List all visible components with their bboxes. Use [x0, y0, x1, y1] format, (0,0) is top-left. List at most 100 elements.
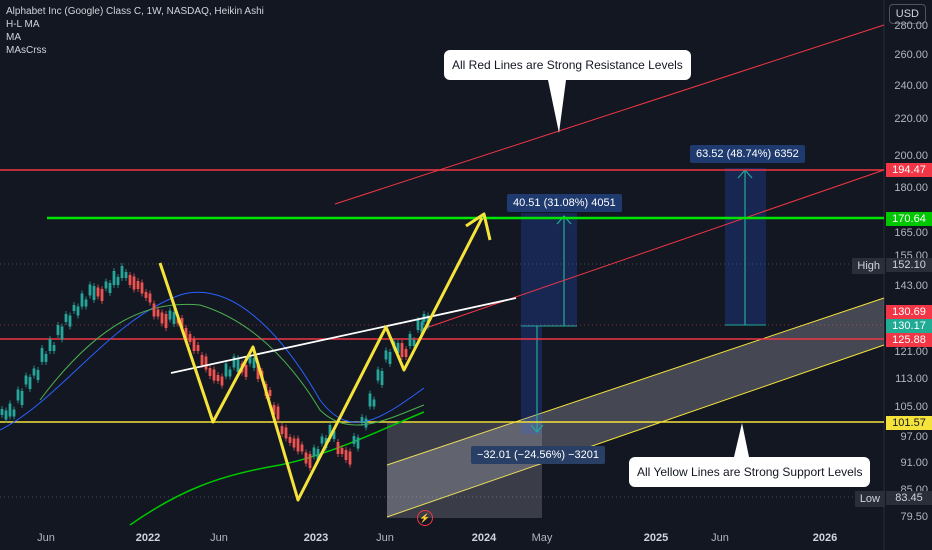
price-tick: 105.00: [894, 401, 928, 413]
candle-body: [140, 282, 144, 294]
currency-button[interactable]: USD: [888, 4, 926, 24]
price-tick: 200.00: [894, 150, 928, 162]
candle-body: [72, 305, 76, 311]
candle-body: [252, 358, 256, 368]
candle-body: [132, 276, 136, 290]
candle-body: [160, 312, 164, 324]
candle-body: [348, 451, 352, 465]
candle-body: [96, 287, 100, 297]
candle-body: [204, 356, 208, 370]
candle-body: [232, 356, 236, 368]
price-tick: 79.50: [900, 511, 928, 523]
time-tick: May: [531, 532, 553, 544]
candle-body: [384, 350, 388, 360]
candle-body: [4, 410, 8, 420]
price-tick: 113.00: [895, 373, 928, 385]
time-tick: Jun: [711, 532, 729, 544]
price-tag-current: 130.69: [886, 305, 932, 319]
symbol-title[interactable]: Alphabet Inc (Google) Class C, 1W, NASDA…: [6, 6, 264, 17]
candle-body: [64, 314, 68, 322]
candle-body: [304, 452, 308, 464]
candle-body: [32, 368, 36, 376]
price-tick: 180.00: [894, 182, 928, 194]
alert-icon: ⚡: [417, 510, 433, 526]
candle-body: [284, 427, 288, 439]
price-tick: 260.00: [894, 49, 928, 61]
price-tick: 97.00: [900, 431, 928, 443]
candle-body: [100, 289, 104, 301]
price-tag-194: 194.47: [886, 163, 932, 177]
candle-body: [84, 299, 88, 307]
candle-body: [152, 303, 156, 317]
candle-body: [52, 345, 56, 351]
candle-body: [364, 418, 368, 428]
price-tick: 220.00: [894, 113, 928, 125]
candle-body: [60, 326, 64, 340]
price-tag-125: 125.88: [886, 333, 932, 347]
candle-body: [184, 328, 188, 342]
support-channel-upper: [386, 297, 885, 466]
time-tick: 2022: [135, 532, 161, 544]
low-value: 83.45: [886, 491, 932, 505]
candle-body: [212, 369, 216, 381]
candle-body: [164, 314, 168, 328]
high-label: High: [852, 258, 885, 274]
candle-body: [224, 363, 228, 377]
candle-body: [256, 365, 260, 379]
candle-body: [288, 437, 292, 443]
candle-body: [400, 343, 404, 357]
candle-body: [208, 368, 212, 376]
measure-label-up1[interactable]: 40.51 (31.08%) 4051: [507, 194, 622, 212]
resistance-trend-upper: [334, 24, 885, 205]
resistance-callout[interactable]: All Red Lines are Strong Resistance Leve…: [444, 50, 691, 80]
candle-body: [88, 284, 92, 296]
high-value: 152.10: [886, 258, 932, 272]
candle-body: [12, 409, 16, 417]
support-callout[interactable]: All Yellow Lines are Strong Support Leve…: [629, 457, 871, 487]
candle-body: [316, 449, 320, 461]
candle-body: [76, 306, 80, 316]
candle-body: [380, 371, 384, 385]
candle-body: [196, 345, 200, 351]
candle-body: [128, 275, 132, 285]
support-channel-lower: [386, 344, 885, 518]
indicator-ma[interactable]: MA: [6, 32, 21, 43]
resistance-trend-lower: [419, 169, 885, 331]
candle-body: [352, 436, 356, 444]
candle-body: [420, 321, 424, 335]
price-tick: 143.00: [894, 280, 928, 292]
ma-green-fast: [39, 303, 425, 426]
indicator-mascrss[interactable]: MAsCrss: [6, 45, 47, 56]
measure-label-up2[interactable]: 63.52 (48.74%) 6352: [690, 145, 805, 163]
arrowhead-down: [530, 424, 544, 433]
candle-body: [376, 369, 380, 381]
measure-box-up1: [521, 213, 577, 326]
candle-body: [20, 391, 24, 405]
price-tick: 91.00: [900, 457, 928, 469]
candle-body: [148, 293, 152, 303]
candle-body: [108, 283, 112, 293]
candle-body: [236, 358, 240, 372]
candle-body: [168, 310, 172, 320]
candle-body: [180, 318, 184, 328]
candle-body: [244, 365, 248, 377]
candle-body: [300, 444, 304, 452]
price-tick: 240.00: [894, 80, 928, 92]
candle-body: [56, 325, 60, 335]
candle-body: [344, 450, 348, 460]
candle-body: [360, 417, 364, 423]
yellow-arrowhead: [465, 212, 492, 241]
candle-body: [172, 312, 176, 324]
candle-body: [312, 447, 316, 457]
chart-legend: Alphabet Inc (Google) Class C, 1W, NASDA…: [6, 5, 264, 57]
candle-body: [220, 376, 224, 386]
candle-body: [192, 339, 196, 351]
candle-body: [228, 369, 232, 377]
price-tick: 165.00: [894, 227, 928, 239]
measure-label-down[interactable]: −32.01 (−24.56%) −3201: [471, 446, 606, 464]
candle-body: [412, 340, 416, 346]
candle-body: [268, 390, 272, 396]
candle-body: [408, 334, 412, 346]
indicator-hl-ma[interactable]: H-L MA: [6, 19, 40, 30]
